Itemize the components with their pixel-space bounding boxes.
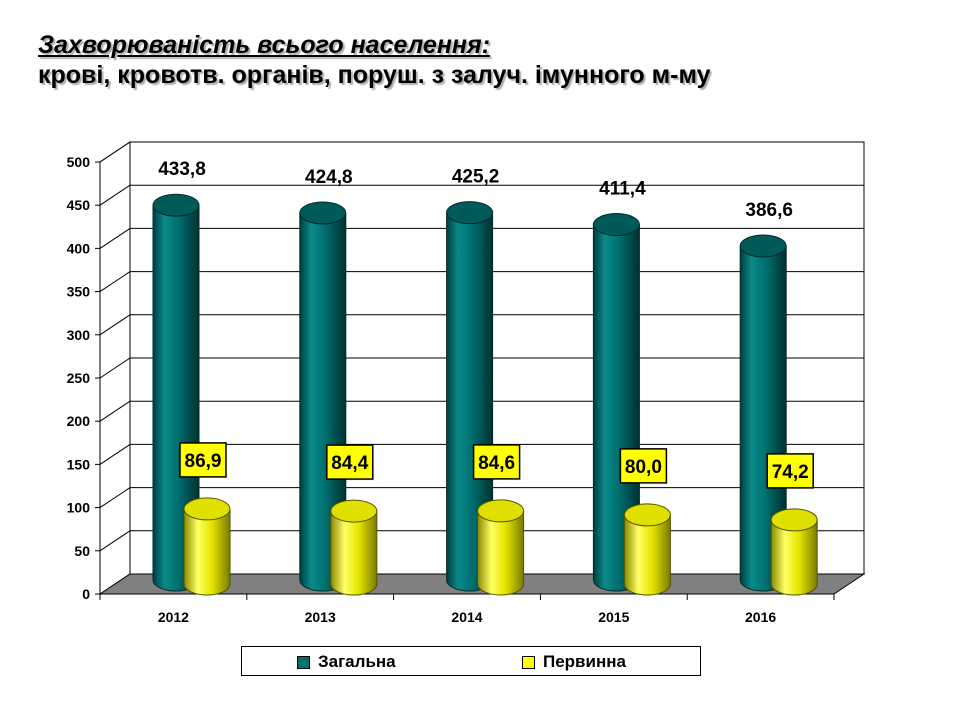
gridline-side-500 (99, 141, 131, 163)
ytick-label-100: 100 (67, 500, 91, 516)
bar-zahalna-2015-top (592, 213, 640, 237)
data-label-box-bar-pervynna-2012 (179, 442, 227, 478)
ytick-label-150: 150 (67, 456, 91, 472)
ytick-label-200: 200 (67, 413, 91, 429)
data-label-bar-zahalna-2012: 433,8 (158, 159, 206, 180)
bar-pervynna-2015-top (623, 503, 671, 527)
ytick-label-350: 350 (67, 284, 91, 300)
ytick-label-400: 400 (67, 240, 91, 256)
data-label-bar-zahalna-2014: 425,2 (452, 167, 500, 188)
gridline-side-200 (99, 400, 131, 422)
bar-zahalna-2014-top (446, 201, 494, 225)
xtick-label-2013: 2013 (305, 609, 336, 625)
data-label-box-bar-pervynna-2015 (619, 448, 668, 484)
xtick-label-2015: 2015 (598, 609, 629, 625)
data-label-bar-pervynna-2013: 84,4 (331, 453, 368, 474)
data-label-bar-pervynna-2015: 80,0 (625, 457, 662, 478)
chart-plot: 0 50 100 150 200 250 300 350 400 450 500 2012 2013 20… (67, 141, 866, 625)
chart-data-labels: 433,8 424,8 425,2 411,4 386,6 86,9 84,4 84,6 80,… (158, 159, 814, 489)
bar-pervynna-2012-top (183, 497, 231, 521)
bar-pervynna-2013 (330, 510, 378, 596)
xtick-label-2016: 2016 (745, 609, 776, 625)
gridline-side-150 (99, 443, 131, 465)
ytick-label-500: 500 (67, 154, 91, 170)
xtick-label-2012: 2012 (158, 609, 189, 625)
legend-swatch-series-2 (522, 655, 535, 669)
xtick-label-2014: 2014 (451, 609, 482, 625)
legend-item-series-1: Загальна (297, 652, 396, 672)
ytick-label-250: 250 (67, 370, 91, 386)
data-label-box-bar-pervynna-2014 (472, 444, 521, 480)
bar-zahalna-2016-top (739, 234, 787, 258)
bar-pervynna-2014-top (477, 499, 525, 523)
gridline-side-250 (99, 357, 131, 379)
bar-pervynna-2016 (770, 519, 818, 596)
ytick-label-50: 50 (74, 543, 90, 559)
data-label-box-bar-pervynna-2016 (766, 453, 814, 489)
legend-swatch-series-1 (297, 655, 310, 669)
bar-pervynna-2016-top (770, 508, 818, 532)
gridline-side-450 (99, 184, 131, 206)
gridline-side-50 (99, 530, 131, 552)
bar-pervynna-2015 (623, 514, 671, 596)
bar-pervynna-2012 (183, 508, 231, 596)
gridline-side-300 (99, 314, 131, 336)
gridline-side-400 (99, 227, 131, 249)
bar-zahalna-2013-top (299, 201, 347, 225)
data-label-bar-pervynna-2012: 86,9 (185, 451, 222, 472)
gridline-side-350 (99, 271, 131, 293)
chart-bars (152, 193, 818, 596)
ytick-label-0: 0 (82, 586, 90, 602)
chart-title-line-1: Захворюваність всього населення: (38, 31, 491, 59)
ytick-label-450: 450 (67, 197, 91, 213)
data-label-bar-pervynna-2014: 84,6 (478, 453, 515, 474)
bar-zahalna-2012-top (152, 193, 200, 217)
legend-label-series-2: Первинна (543, 652, 626, 671)
chart-legend: Загальна Первинна (241, 646, 701, 676)
data-label-bar-pervynna-2016: 74,2 (772, 462, 809, 483)
legend-label-series-1: Загальна (318, 652, 396, 671)
bar-pervynna-2013-top (330, 499, 378, 523)
data-label-box-bar-pervynna-2013 (326, 444, 374, 480)
chart-axes: 0 50 100 150 200 250 300 350 400 450 500 2012 2013 20… (67, 154, 835, 625)
data-label-bar-zahalna-2015: 411,4 (599, 179, 646, 200)
data-label-bar-zahalna-2016: 386,6 (745, 200, 793, 221)
chart-title-line-2: крові, кровотв. органів, поруш. з залуч.… (38, 61, 711, 89)
data-label-bar-zahalna-2013: 424,8 (305, 167, 353, 188)
bar-pervynna-2014 (477, 510, 525, 596)
ytick-label-300: 300 (67, 327, 91, 343)
gridline-side-100 (99, 487, 131, 509)
legend-item-series-2: Первинна (522, 652, 626, 672)
chart-title: Захворюваність всього населення: крові, … (38, 30, 711, 90)
